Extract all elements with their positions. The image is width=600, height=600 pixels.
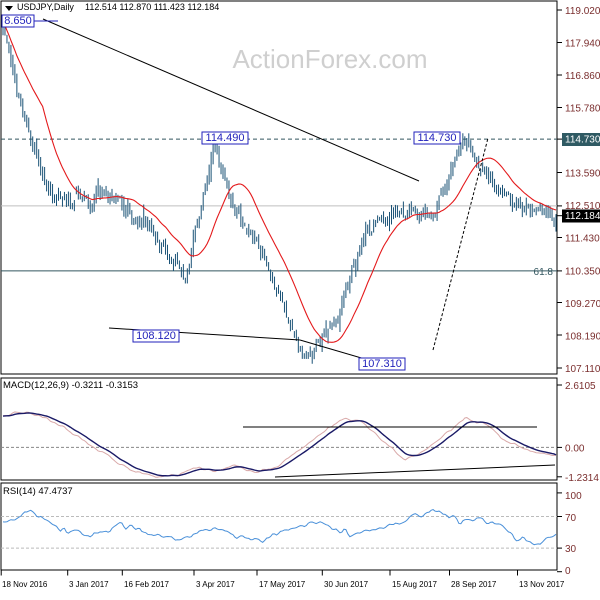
svg-text:3 Jan 2017: 3 Jan 2017 bbox=[69, 580, 109, 589]
svg-text:108.120: 108.120 bbox=[136, 330, 176, 342]
svg-text:115.780: 115.780 bbox=[565, 104, 600, 115]
svg-text:16 Feb 2017: 16 Feb 2017 bbox=[124, 580, 169, 589]
svg-text:MACD(12,26,9) -0.3211 -0.3153: MACD(12,26,9) -0.3211 -0.3153 bbox=[3, 380, 138, 391]
svg-text:112.184: 112.184 bbox=[565, 211, 600, 222]
svg-text:28 Sep 2017: 28 Sep 2017 bbox=[451, 580, 497, 589]
svg-text:119.020: 119.020 bbox=[565, 6, 600, 17]
svg-text:3 Apr 2017: 3 Apr 2017 bbox=[196, 580, 235, 589]
svg-text:30 Jun 2017: 30 Jun 2017 bbox=[324, 580, 369, 589]
svg-text:110.350: 110.350 bbox=[565, 267, 600, 278]
svg-text:100: 100 bbox=[565, 491, 582, 502]
svg-text:15 Aug 2017: 15 Aug 2017 bbox=[392, 580, 437, 589]
svg-text:108.190: 108.190 bbox=[565, 332, 600, 343]
svg-text:USDJPY,Daily: USDJPY,Daily bbox=[17, 2, 74, 12]
svg-text:17 May 2017: 17 May 2017 bbox=[259, 580, 306, 589]
svg-text:117.940: 117.940 bbox=[565, 39, 600, 50]
svg-text:107.110: 107.110 bbox=[565, 364, 600, 375]
svg-text:70: 70 bbox=[565, 513, 577, 524]
svg-text:109.270: 109.270 bbox=[565, 299, 600, 310]
svg-text:114.730: 114.730 bbox=[418, 132, 457, 144]
svg-text:61.8: 61.8 bbox=[534, 267, 554, 278]
svg-text:107.310: 107.310 bbox=[362, 358, 402, 370]
svg-text:18 Nov 2016: 18 Nov 2016 bbox=[2, 580, 48, 589]
svg-text:116.860: 116.860 bbox=[565, 71, 600, 82]
svg-text:13 Nov 2017: 13 Nov 2017 bbox=[519, 580, 565, 589]
svg-text:2.6105: 2.6105 bbox=[565, 381, 596, 392]
svg-text:8.650: 8.650 bbox=[4, 15, 32, 27]
svg-text:-1.2314: -1.2314 bbox=[565, 473, 599, 484]
svg-text:111.430: 111.430 bbox=[565, 234, 600, 245]
svg-text:30: 30 bbox=[565, 544, 577, 555]
svg-text:0: 0 bbox=[565, 566, 571, 577]
svg-text:0.00: 0.00 bbox=[565, 444, 585, 455]
svg-text:RSI(14) 47.4737: RSI(14) 47.4737 bbox=[3, 486, 73, 497]
svg-text:114.730: 114.730 bbox=[565, 135, 600, 146]
svg-text:113.590: 113.590 bbox=[565, 169, 600, 180]
svg-text:ActionForex.com: ActionForex.com bbox=[232, 44, 427, 74]
svg-text:112.514 112.870 111.423 112: 112.514 112.870 111.423 112.184 bbox=[85, 2, 219, 12]
svg-text:114.490: 114.490 bbox=[206, 132, 245, 144]
